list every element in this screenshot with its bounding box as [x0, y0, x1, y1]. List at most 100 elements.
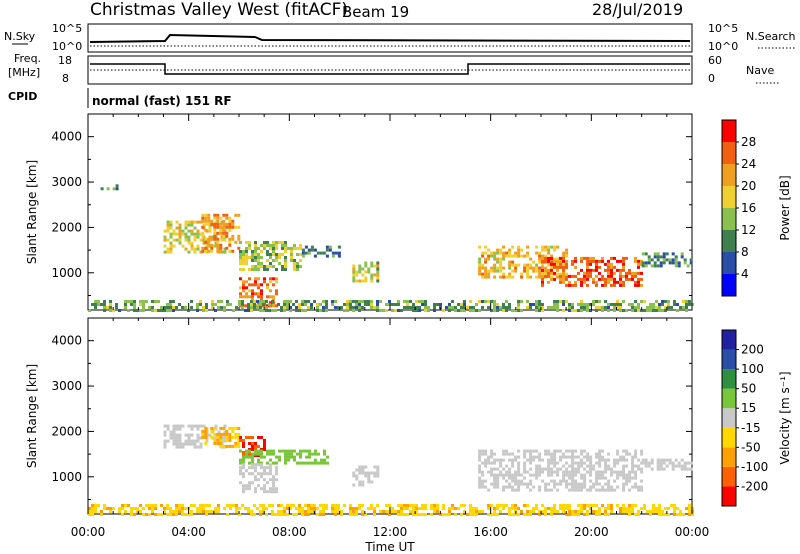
data-cell	[586, 277, 589, 281]
data-cell	[272, 259, 275, 262]
colorbar-swatch	[722, 164, 736, 186]
data-cell	[562, 473, 566, 477]
data-cell	[103, 504, 106, 507]
data-cell	[586, 262, 589, 266]
data-cell	[263, 466, 266, 470]
data-cell	[124, 303, 127, 306]
data-cell	[562, 251, 566, 255]
data-cell	[653, 252, 657, 256]
data-cell	[361, 300, 364, 303]
data-cell	[541, 280, 544, 284]
data-cell	[568, 488, 572, 492]
data-cell	[286, 507, 289, 510]
data-cell	[322, 300, 325, 303]
data-cell	[625, 274, 628, 278]
data-cell	[391, 303, 394, 306]
data-cell	[607, 280, 610, 284]
data-cell	[127, 300, 130, 303]
data-cell	[187, 439, 191, 443]
data-cell	[631, 464, 635, 468]
data-cell	[299, 452, 302, 456]
data-cell	[286, 306, 289, 309]
data-cell	[595, 268, 598, 272]
data-cell	[475, 510, 478, 513]
data-cell	[619, 268, 622, 272]
data-cell	[541, 245, 545, 249]
data-cell	[263, 484, 266, 488]
data-cell	[266, 250, 269, 253]
data-cell	[244, 309, 247, 312]
data-cell	[307, 510, 310, 513]
data-cell	[248, 487, 251, 491]
data-cell	[331, 254, 335, 258]
data-cell	[352, 279, 356, 283]
data-cell	[577, 309, 580, 312]
data-cell	[472, 507, 475, 510]
data-cell	[514, 455, 518, 459]
data-cell	[169, 223, 173, 227]
data-cell	[301, 251, 305, 255]
data-cell	[304, 309, 307, 312]
data-cell	[245, 286, 248, 290]
data-cell	[269, 469, 272, 473]
data-cell	[511, 461, 515, 465]
data-cell	[202, 306, 205, 309]
data-cell	[257, 292, 260, 296]
data-cell	[257, 304, 260, 308]
data-cell	[169, 303, 172, 306]
data-cell	[346, 303, 349, 306]
data-cell	[571, 283, 574, 287]
data-cell	[649, 510, 652, 513]
data-cell	[275, 478, 278, 482]
data-cell	[640, 488, 644, 492]
data-cell	[154, 507, 157, 510]
data-cell	[526, 458, 530, 462]
data-cell	[568, 309, 571, 312]
data-cell	[281, 253, 284, 256]
data-cell	[202, 238, 206, 242]
data-cell	[565, 251, 569, 255]
data-cell	[520, 482, 524, 486]
data-cell	[175, 226, 179, 230]
data-cell	[376, 309, 379, 312]
data-cell	[559, 455, 563, 459]
data-cell	[613, 306, 616, 309]
data-cell	[251, 265, 254, 268]
data-cell	[409, 510, 412, 513]
data-cell	[187, 229, 191, 233]
data-cell	[277, 504, 280, 507]
data-cell	[652, 504, 655, 507]
data-cell	[142, 513, 145, 516]
data-cell	[650, 467, 654, 471]
data-cell	[634, 280, 637, 284]
data-cell	[583, 507, 586, 510]
data-cell	[352, 507, 355, 510]
data-cell	[196, 510, 199, 513]
data-cell	[245, 292, 248, 296]
data-cell	[592, 268, 595, 272]
data-cell	[514, 269, 518, 273]
data-cell	[595, 504, 598, 507]
data-cell	[331, 504, 334, 507]
data-cell	[204, 435, 208, 439]
data-cell	[622, 485, 626, 489]
data-cell	[296, 262, 299, 265]
data-cell	[686, 467, 690, 471]
data-cell	[265, 513, 268, 516]
data-cell	[604, 470, 608, 474]
data-cell	[505, 485, 509, 489]
data-cell	[511, 458, 515, 462]
data-cell	[577, 485, 581, 489]
data-cell	[190, 504, 193, 507]
data-cell	[406, 513, 409, 516]
colorbar-frame	[721, 329, 737, 507]
data-cell	[379, 510, 382, 513]
data-cell	[541, 274, 544, 278]
data-cell	[403, 513, 406, 516]
data-cell	[400, 309, 403, 312]
data-cell	[214, 241, 218, 245]
data-cell	[562, 268, 565, 272]
data-cell	[508, 251, 512, 255]
data-cell	[260, 487, 263, 491]
data-cell	[580, 488, 584, 492]
